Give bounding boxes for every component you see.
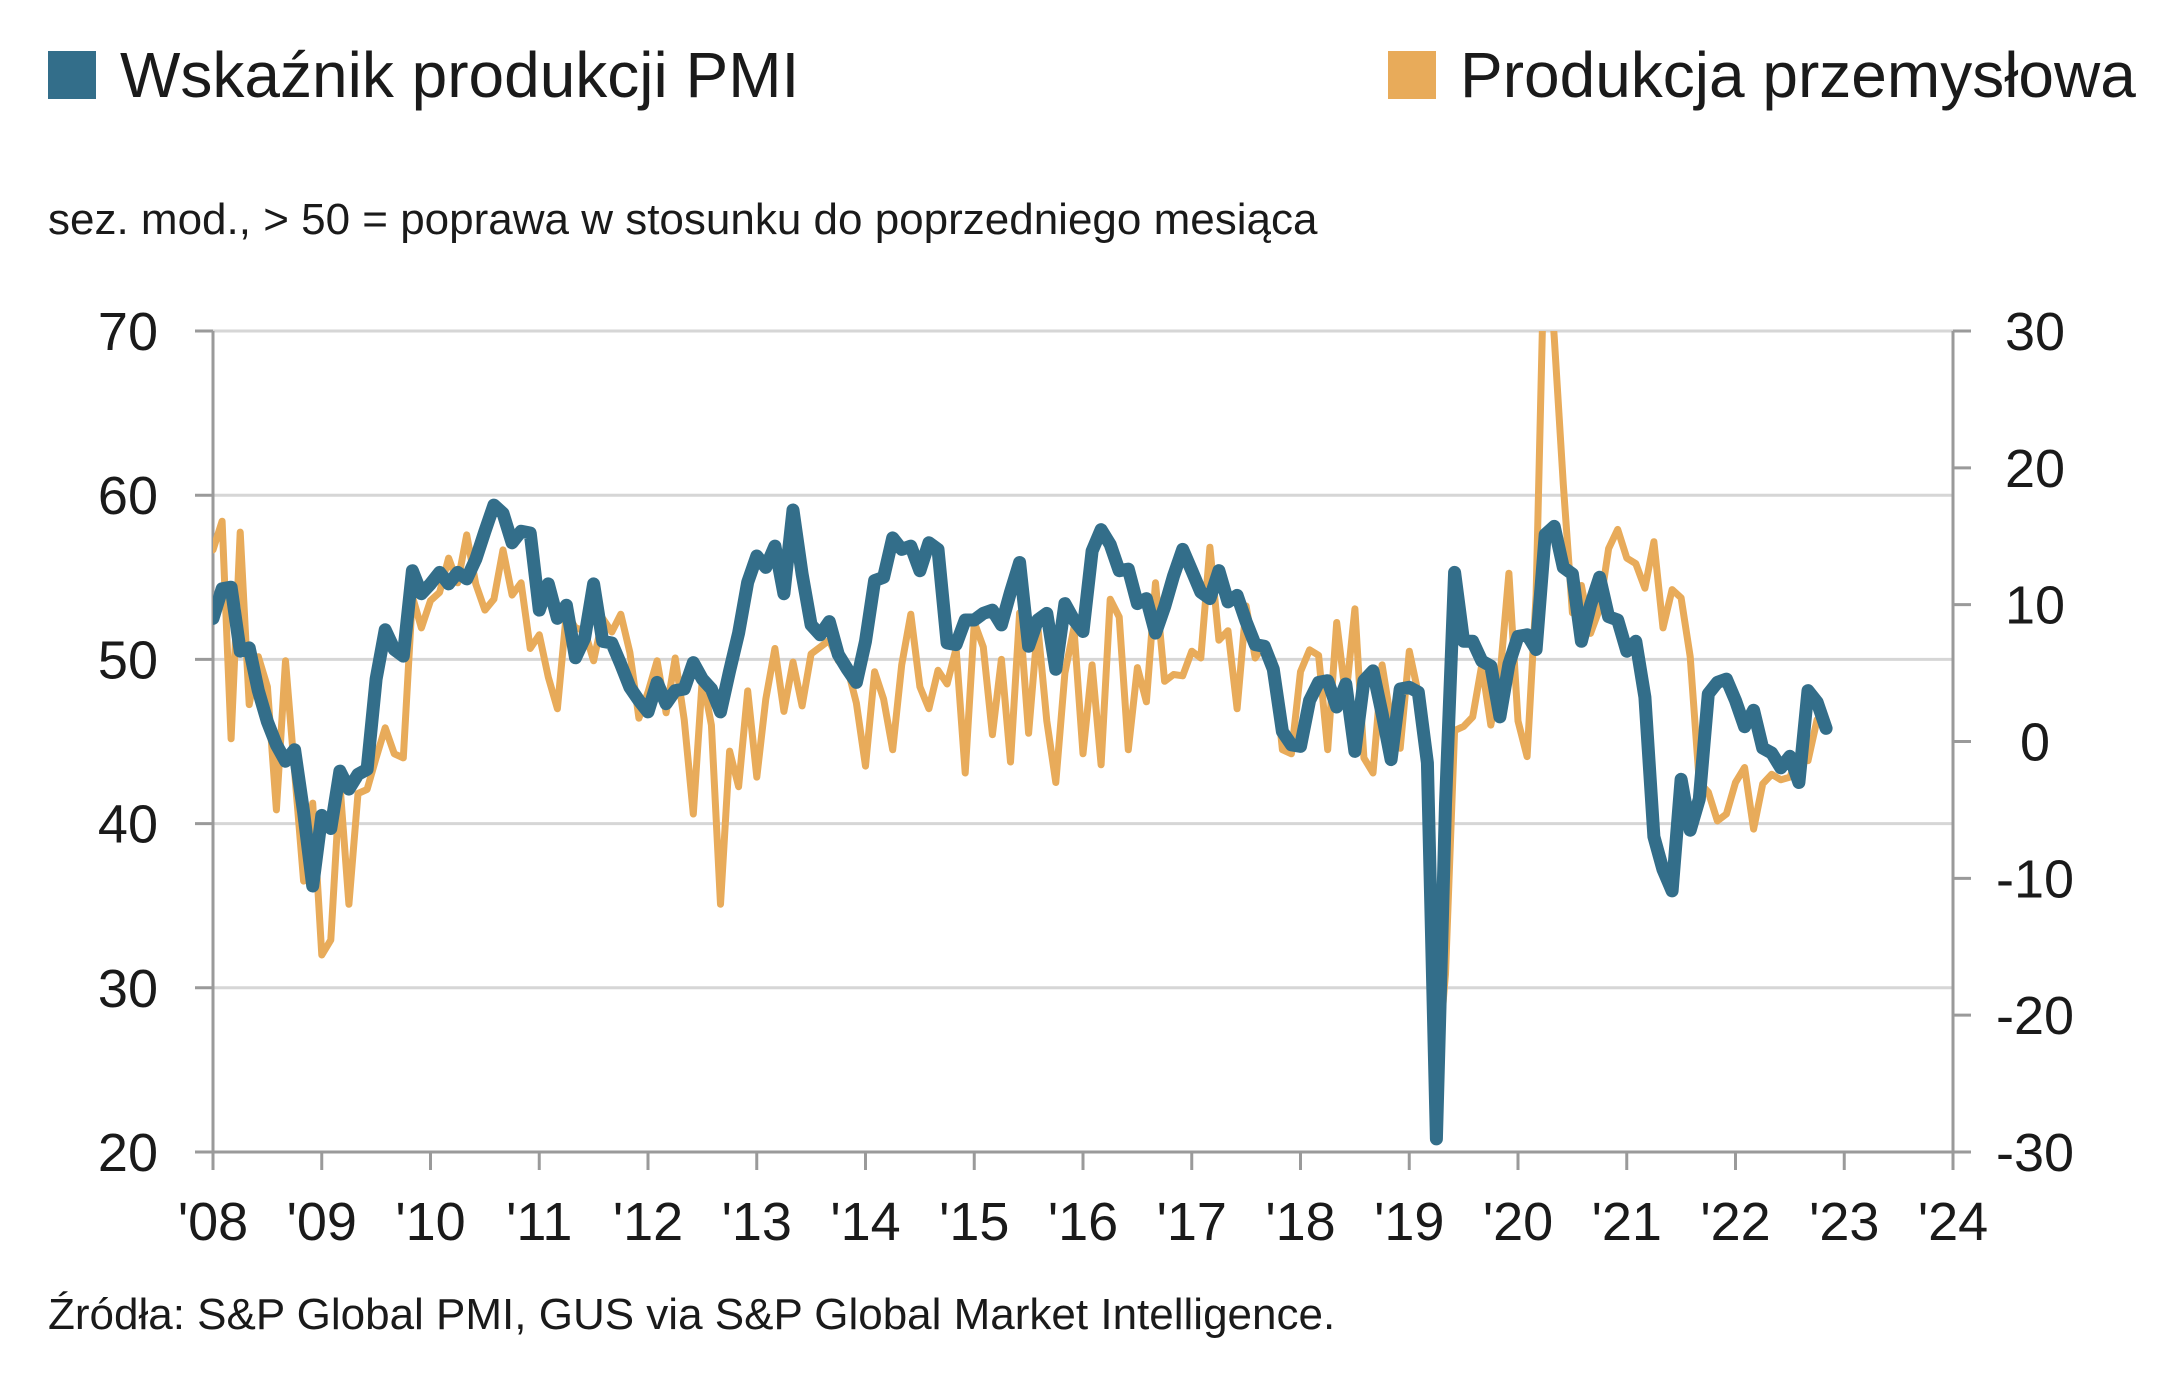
legend-swatch-production (1388, 51, 1436, 99)
y-right-tick-label: 30 (2005, 302, 2065, 362)
x-tick-label: '15 (939, 1192, 1009, 1252)
x-tick-label: '09 (287, 1192, 357, 1252)
x-tick-label: '13 (722, 1192, 792, 1252)
legend-item-production: Produkcja przemysłowa (1388, 30, 2136, 120)
series-line-production (213, 331, 1821, 1085)
y-left-tick-label: 60 (98, 466, 158, 526)
x-tick-label: '19 (1374, 1192, 1444, 1252)
y-left-tick-label: 20 (98, 1123, 158, 1183)
y-right-tick-label: 20 (2005, 439, 2065, 499)
x-tick-label: '24 (1918, 1192, 1988, 1252)
x-tick-label: '23 (1809, 1192, 1879, 1252)
x-tick-label: '17 (1157, 1192, 1227, 1252)
y-left-tick-label: 70 (98, 302, 158, 362)
x-tick-label: '20 (1483, 1192, 1553, 1252)
y-right-tick-label: -10 (1996, 849, 2074, 909)
x-tick-label: '14 (830, 1192, 900, 1252)
chart-subtitle: sez. mod., > 50 = poprawa w stosunku do … (48, 195, 1318, 244)
x-tick-label: '12 (613, 1192, 683, 1252)
legend-label-production: Produkcja przemysłowa (1460, 39, 2136, 111)
x-tick-label: '18 (1265, 1192, 1335, 1252)
x-tick-label: '21 (1592, 1192, 1662, 1252)
x-tick-label: '16 (1048, 1192, 1118, 1252)
y-left-tick-label: 30 (98, 959, 158, 1019)
legend-swatch-pmi (48, 51, 96, 99)
x-tick-label: '22 (1700, 1192, 1770, 1252)
y-right-tick-label: -30 (1996, 1123, 2074, 1183)
y-right-tick-label: 10 (2005, 576, 2065, 636)
y-right-tick-label: 0 (2020, 713, 2050, 773)
series-line-pmi (213, 498, 1833, 1146)
y-left-tick-label: 50 (98, 630, 158, 690)
source-note: Źródła: S&P Global PMI, GUS via S&P Glob… (48, 1290, 1336, 1339)
x-tick-label: '11 (506, 1192, 572, 1252)
y-left-tick-label: 40 (98, 795, 158, 855)
x-tick-label: '10 (395, 1192, 465, 1252)
x-tick-label: '08 (178, 1192, 248, 1252)
legend: Wskaźnik produkcji PMI Produkcja przemys… (48, 30, 2140, 120)
legend-item-pmi: Wskaźnik produkcji PMI (48, 30, 799, 120)
y-right-tick-label: -20 (1996, 986, 2074, 1046)
legend-label-pmi: Wskaźnik produkcji PMI (120, 39, 800, 111)
